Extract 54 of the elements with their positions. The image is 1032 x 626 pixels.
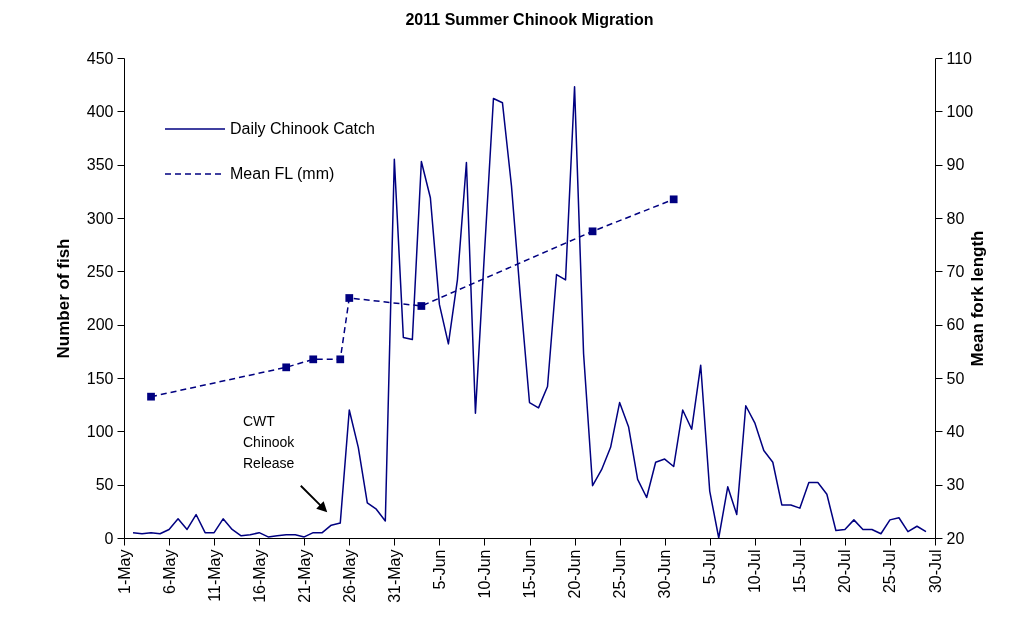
x-tick-label: 20-Jul — [836, 549, 854, 594]
x-tick-label: 1-May — [115, 549, 133, 594]
x-tick-label: 16-May — [250, 549, 268, 603]
x-tick-label: 15-Jun — [521, 549, 538, 599]
y2-tick-label: 40 — [946, 422, 965, 440]
x-tick-label: 30-Jul — [926, 549, 944, 594]
point — [309, 355, 318, 364]
y2-tick-label: 100 — [946, 102, 974, 120]
point — [147, 392, 155, 401]
x-tick-label: 25-Jun — [611, 549, 629, 599]
y-axis-title: Number of fish — [53, 238, 73, 359]
y-tick-label: 0 — [104, 529, 114, 547]
y2-tick-label: 110 — [946, 49, 973, 67]
point — [336, 355, 345, 364]
point — [282, 363, 291, 372]
y-tick-label: 50 — [95, 476, 114, 494]
y-tick-label: 300 — [86, 209, 114, 227]
y-tick-label: 150 — [86, 369, 114, 387]
legend-label: Mean FL (mm) — [230, 165, 335, 182]
y2-tick-label: 50 — [946, 369, 965, 387]
y-tick-label: 200 — [86, 316, 114, 334]
x-tick-label: 11-May — [205, 549, 223, 602]
y-tick-label: 100 — [86, 422, 114, 440]
x-tick-label: 26-May — [340, 549, 358, 603]
x-tick-label: 25-Jul — [881, 549, 899, 594]
y2-tick-label: 30 — [946, 476, 965, 494]
x-tick-label: 5-Jul — [701, 549, 719, 585]
legend-label: Daily Chinook Catch — [230, 120, 375, 137]
point — [345, 294, 354, 302]
point — [588, 227, 597, 236]
y2-axis-title: Mean fork length — [968, 230, 988, 367]
x-tick-label: 10-Jul — [746, 549, 764, 594]
y2-tick-label: 20 — [946, 529, 965, 547]
y2-tick-label: 60 — [946, 316, 965, 334]
y-tick-label: 250 — [86, 262, 114, 280]
x-tick-label: 15-Jul — [791, 549, 809, 594]
x-tick-label: 21-May — [295, 549, 313, 603]
x-tick-label: 6-May — [160, 549, 178, 594]
y2-tick-label: 90 — [946, 156, 965, 174]
line-series — [132, 86, 927, 538]
x-tick-label: 31-May — [385, 549, 403, 603]
y-tick-label: 450 — [86, 49, 114, 67]
x-tick-label: 30-Jun — [656, 549, 674, 599]
x-tick-label: 5-Jun — [430, 549, 448, 590]
y-tick-label: 350 — [86, 156, 114, 174]
point — [669, 195, 678, 204]
y-tick-label: 400 — [86, 102, 114, 120]
y2-tick-label: 70 — [946, 262, 965, 280]
x-tick-label: 20-Jun — [566, 549, 584, 599]
annotation: CWT Chinook Release — [243, 413, 296, 471]
point — [417, 302, 426, 310]
chart-title: 2011 Summer Chinook Migration — [405, 11, 654, 28]
y2-tick-label: 80 — [946, 209, 965, 227]
x-tick-label: 10-Jun — [475, 549, 493, 599]
